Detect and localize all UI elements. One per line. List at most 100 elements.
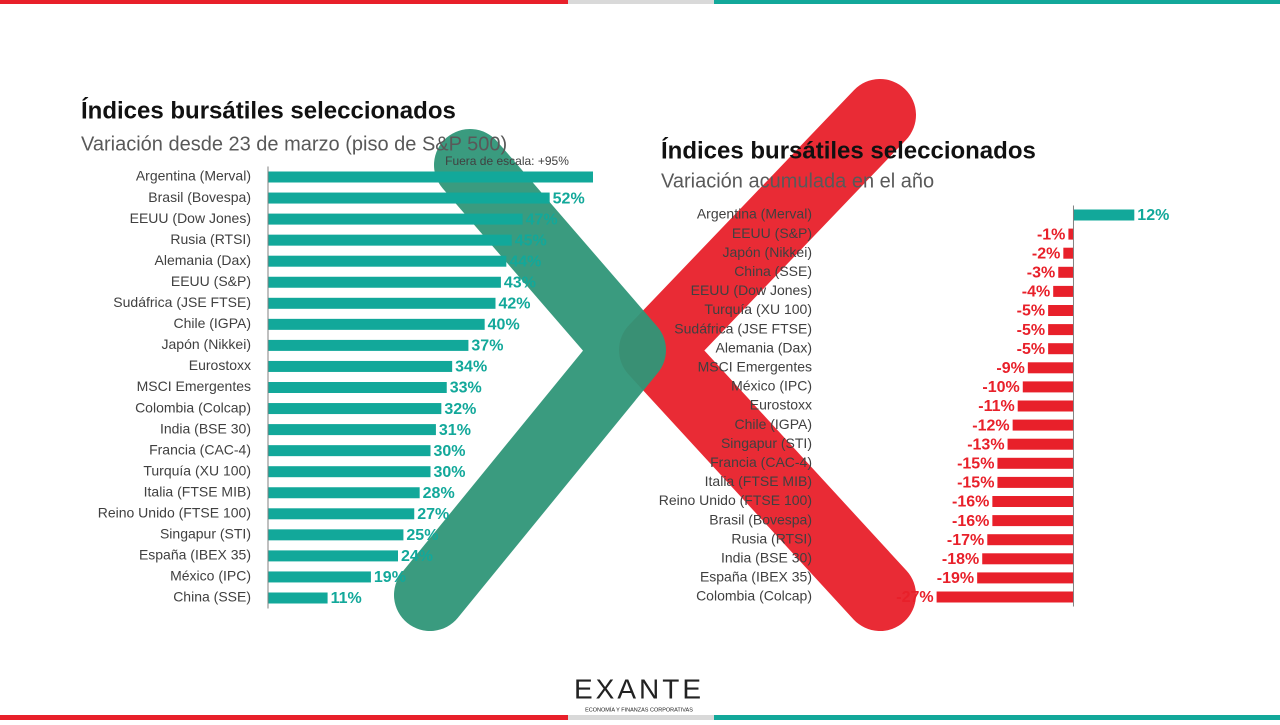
annotation: Fuera de escala: +95% bbox=[445, 154, 569, 168]
value-label: 40% bbox=[488, 317, 520, 334]
value-label: 30% bbox=[434, 443, 466, 460]
category-label: Chile (IGPA) bbox=[173, 315, 251, 331]
bar bbox=[992, 515, 1074, 527]
category-label: EEUU (Dow Jones) bbox=[130, 210, 251, 226]
value-label: -12% bbox=[972, 417, 1009, 434]
bar bbox=[268, 255, 507, 267]
value-label: 45% bbox=[515, 232, 547, 249]
value-label: -16% bbox=[952, 494, 989, 511]
chart-subtitle: Variación acumulada en el año bbox=[661, 170, 934, 192]
category-label: Francia (CAC-4) bbox=[710, 454, 812, 470]
category-label: Eurostoxx bbox=[189, 357, 251, 373]
value-label: -3% bbox=[1027, 265, 1055, 282]
value-label: -19% bbox=[937, 570, 974, 587]
bar bbox=[268, 213, 523, 225]
value-label: -13% bbox=[967, 436, 1004, 453]
value-label: -15% bbox=[957, 456, 994, 473]
plot-area bbox=[936, 209, 1135, 603]
value-label: 31% bbox=[439, 422, 471, 439]
bar bbox=[268, 276, 501, 288]
value-label: 11% bbox=[331, 590, 362, 607]
category-label: China (SSE) bbox=[734, 263, 812, 279]
value-label: 33% bbox=[450, 380, 482, 397]
value-label: 37% bbox=[471, 338, 503, 355]
category-label: MSCI Emergentes bbox=[698, 359, 812, 375]
brand-tagline: ECONOMÍA Y FINANZAS CORPORATIVAS bbox=[585, 706, 693, 713]
bar bbox=[268, 550, 398, 562]
category-label: Reino Unido (FTSE 100) bbox=[98, 505, 251, 521]
category-label: España (IBEX 35) bbox=[139, 547, 251, 563]
category-label: Argentina (Merval) bbox=[136, 168, 251, 184]
chart-title: Índices bursátiles seleccionados bbox=[81, 96, 456, 124]
value-label: -5% bbox=[1017, 341, 1045, 358]
category-label: Colombia (Colcap) bbox=[696, 588, 812, 604]
bar bbox=[268, 339, 469, 351]
category-label: Brasil (Bovespa) bbox=[709, 511, 812, 527]
brand-logo: EXANTE bbox=[574, 673, 704, 704]
bottom-stripe-gray bbox=[568, 715, 714, 720]
value-label: -15% bbox=[957, 475, 994, 492]
value-label: 24% bbox=[401, 548, 433, 565]
value-label: -18% bbox=[942, 551, 979, 568]
value-label: 44% bbox=[509, 253, 541, 270]
value-label: 32% bbox=[444, 401, 476, 418]
category-label: Italia (FTSE MIB) bbox=[144, 483, 251, 499]
category-label: Italia (FTSE MIB) bbox=[705, 473, 812, 489]
top-stripe-gray bbox=[568, 0, 714, 4]
category-label: China (SSE) bbox=[173, 589, 251, 605]
category-label: Japón (Nikkei) bbox=[162, 336, 251, 352]
bar bbox=[997, 476, 1074, 488]
category-label: Singapur (STI) bbox=[721, 435, 812, 451]
bar bbox=[1053, 285, 1074, 297]
bar bbox=[268, 466, 431, 478]
bar bbox=[987, 534, 1074, 546]
category-label: Colombia (Colcap) bbox=[135, 399, 251, 415]
value-label: -4% bbox=[1022, 284, 1050, 301]
bar bbox=[1073, 209, 1135, 221]
bar bbox=[997, 457, 1074, 469]
category-label: Sudáfrica (JSE FTSE) bbox=[113, 294, 251, 310]
category-label: Argentina (Merval) bbox=[697, 206, 812, 222]
bar bbox=[982, 553, 1074, 565]
category-label: España (IBEX 35) bbox=[700, 569, 812, 585]
bar bbox=[268, 592, 328, 604]
category-label: Sudáfrica (JSE FTSE) bbox=[674, 320, 812, 336]
bar bbox=[268, 424, 436, 436]
bar bbox=[1048, 343, 1074, 355]
value-label: 30% bbox=[434, 464, 466, 481]
bar bbox=[268, 487, 420, 499]
bar bbox=[268, 571, 371, 583]
value-label: 25% bbox=[406, 527, 438, 544]
value-label: -1% bbox=[1037, 226, 1065, 243]
bar bbox=[992, 496, 1074, 507]
value-label: -5% bbox=[1017, 303, 1045, 320]
category-label: Japón (Nikkei) bbox=[723, 244, 812, 260]
category-label: EEUU (S&P) bbox=[732, 225, 812, 241]
bar bbox=[1063, 247, 1074, 259]
bar bbox=[268, 192, 550, 204]
category-label: Rusia (RTSI) bbox=[731, 530, 812, 546]
value-label: -27% bbox=[896, 589, 933, 606]
value-label: 47% bbox=[526, 211, 558, 228]
category-label: EEUU (Dow Jones) bbox=[691, 282, 812, 298]
bar bbox=[268, 508, 415, 520]
category-label: México (IPC) bbox=[170, 568, 251, 584]
value-label: -16% bbox=[952, 513, 989, 530]
category-label: Alemania (Dax) bbox=[155, 252, 251, 268]
top-stripe-red bbox=[0, 0, 568, 4]
value-label: 52% bbox=[553, 190, 585, 207]
category-label: Francia (CAC-4) bbox=[149, 441, 251, 457]
chart-subtitle: Variación desde 23 de marzo (piso de S&P… bbox=[81, 133, 507, 155]
category-label: India (BSE 30) bbox=[721, 550, 812, 566]
category-label: Turquía (XU 100) bbox=[143, 462, 251, 478]
category-label: Turquía (XU 100) bbox=[704, 301, 812, 317]
value-label: -10% bbox=[982, 379, 1019, 396]
bar bbox=[1027, 362, 1074, 374]
bar bbox=[1017, 400, 1074, 412]
bottom-stripe-red bbox=[0, 715, 568, 720]
category-label: Rusia (RTSI) bbox=[170, 231, 251, 247]
category-label: Eurostoxx bbox=[750, 397, 812, 413]
value-label: 27% bbox=[417, 506, 449, 523]
bar bbox=[268, 529, 404, 541]
bar bbox=[268, 297, 496, 309]
